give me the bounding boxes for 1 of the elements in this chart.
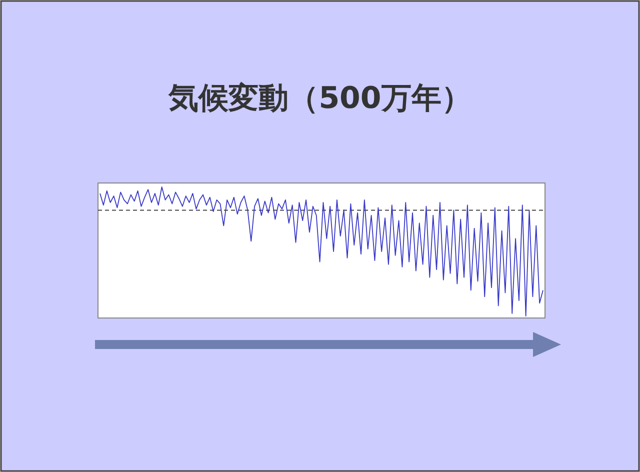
chart-title: 気候変動（500万年） bbox=[168, 81, 472, 116]
